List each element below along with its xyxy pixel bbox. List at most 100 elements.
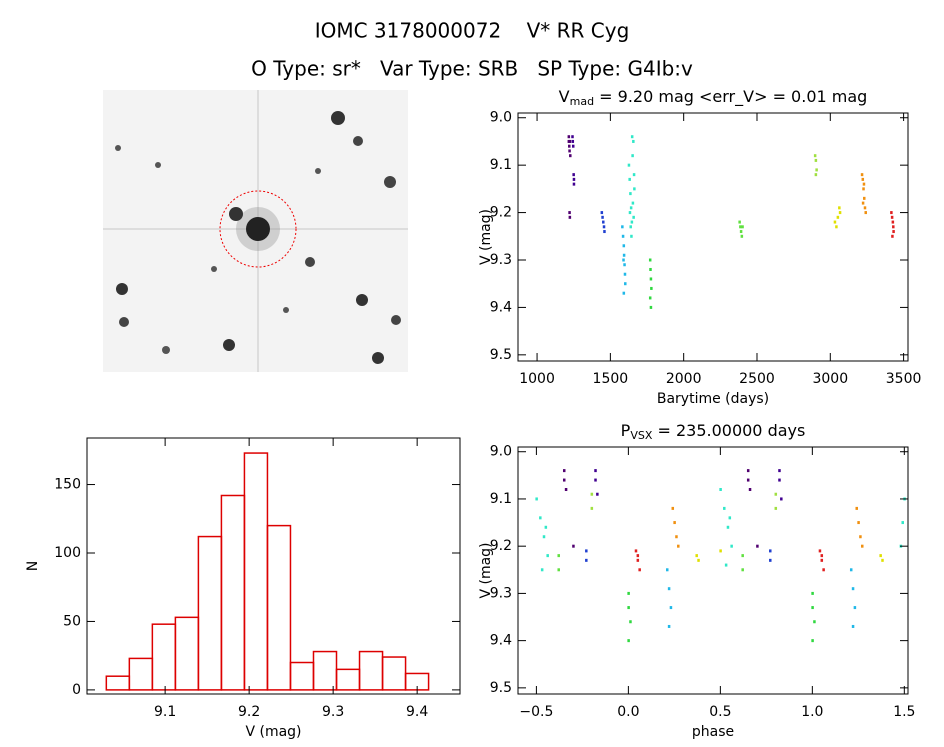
x-tick-label: 9.4 — [406, 704, 428, 720]
point — [748, 488, 752, 492]
point — [778, 469, 781, 473]
x-tick-label: 1000 — [519, 371, 555, 387]
x-tick-label: 2500 — [739, 371, 775, 387]
point — [724, 563, 728, 567]
chart-title: PVSX = 235.00000 days — [621, 421, 806, 443]
y-tick-label: 9.1 — [490, 491, 512, 507]
point — [572, 177, 576, 181]
x-axis-label: Barytime (days) — [657, 391, 769, 407]
point — [740, 234, 744, 238]
y-tick-label: 100 — [54, 545, 81, 561]
y-tick-label: 9.2 — [490, 205, 512, 221]
point — [813, 154, 817, 158]
point — [622, 291, 626, 295]
point — [814, 158, 818, 162]
point — [890, 215, 894, 219]
point — [811, 591, 814, 595]
point — [649, 277, 653, 281]
point — [673, 521, 676, 525]
point — [557, 554, 560, 558]
point — [636, 558, 640, 562]
point — [603, 230, 606, 234]
point — [851, 624, 855, 628]
point — [632, 173, 636, 177]
point — [836, 215, 840, 219]
point — [632, 139, 635, 143]
point — [778, 478, 781, 482]
point — [568, 149, 571, 153]
point — [860, 173, 864, 177]
point — [557, 568, 560, 572]
point — [780, 497, 783, 501]
point — [739, 230, 743, 234]
point — [623, 263, 626, 267]
point — [568, 211, 571, 215]
point — [572, 544, 575, 548]
point — [648, 296, 652, 300]
bar — [243, 452, 269, 691]
point — [621, 234, 625, 238]
point — [901, 521, 904, 525]
point — [741, 554, 744, 558]
point — [631, 201, 635, 205]
x-tick-label: 9.3 — [322, 704, 344, 720]
bar — [174, 616, 200, 691]
y-tick-label: 9.3 — [490, 252, 512, 268]
point — [818, 549, 822, 553]
point — [590, 506, 594, 510]
point — [669, 606, 673, 610]
x-tick-label: 3500 — [886, 371, 922, 387]
point — [697, 558, 700, 562]
point — [741, 225, 744, 229]
y-tick-label: 9.3 — [490, 585, 512, 601]
y-tick-label: 9.4 — [490, 299, 512, 315]
point — [567, 135, 571, 139]
point — [811, 639, 814, 643]
point — [571, 139, 575, 143]
point — [585, 549, 588, 553]
y-tick-label: 150 — [54, 477, 81, 493]
x-tick-label: 1500 — [593, 371, 629, 387]
point — [835, 225, 838, 229]
point — [769, 558, 772, 562]
point — [746, 478, 750, 482]
bar — [289, 661, 315, 691]
point — [833, 220, 837, 224]
axis-frame — [517, 112, 909, 362]
point — [769, 549, 772, 553]
point — [631, 154, 634, 158]
point — [568, 215, 572, 219]
point — [629, 620, 632, 624]
x-tick-label: 0.5 — [709, 704, 731, 720]
point — [838, 211, 842, 215]
point — [568, 144, 571, 148]
point — [627, 163, 631, 167]
y-axis-label: N — [25, 561, 41, 571]
point — [892, 230, 895, 234]
point — [774, 506, 778, 510]
point — [739, 225, 742, 229]
point — [862, 187, 865, 191]
y-tick-label: 9.5 — [490, 347, 512, 363]
point — [634, 549, 638, 553]
point — [667, 587, 671, 591]
x-tick-label: 9.2 — [238, 704, 260, 720]
y-tick-label: 9.1 — [490, 157, 512, 173]
point — [602, 220, 605, 224]
title-rest: = 235.00000 days — [652, 421, 805, 440]
point — [838, 206, 841, 210]
x-tick-label: 2000 — [666, 371, 702, 387]
point — [562, 478, 566, 482]
y-axis-label: V (mag) — [478, 542, 494, 598]
point — [861, 177, 865, 181]
point — [881, 558, 884, 562]
point — [859, 535, 862, 539]
point — [594, 469, 597, 473]
point — [622, 253, 626, 257]
point — [863, 206, 867, 210]
point — [851, 587, 855, 591]
point — [630, 234, 633, 238]
point — [630, 220, 634, 224]
point — [756, 544, 759, 548]
